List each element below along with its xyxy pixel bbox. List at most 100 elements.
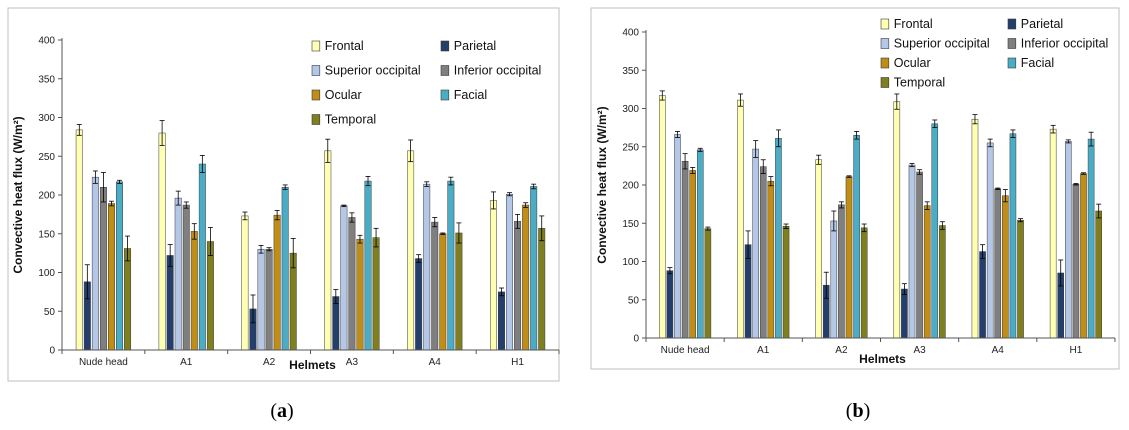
bar-facial-nude-head (116, 181, 123, 351)
bar-temporal-nude-head (704, 228, 712, 339)
x-tick-label: A4 (992, 345, 1005, 356)
bar-inferior-occipital-nude-head (681, 161, 689, 339)
bar-frontal-a1 (737, 99, 744, 339)
bar-inferior-occipital-a2 (838, 204, 845, 339)
bar-facial-a4 (447, 180, 455, 351)
legend-swatch (880, 57, 890, 69)
bar-superior-occipital-a4 (423, 183, 431, 351)
bar-superior-occipital-a2 (830, 220, 838, 339)
x-tick-label: A4 (429, 357, 442, 368)
y-tick-label: 200 (38, 191, 55, 202)
panel-label-letter: a (277, 400, 287, 422)
legend-label: Temporal (894, 76, 945, 90)
bar-inferior-occipital-a3 (916, 171, 923, 339)
legend-swatch (1007, 57, 1017, 69)
bar-ocular-a2 (845, 176, 853, 339)
bar-superior-occipital-a3 (340, 205, 348, 351)
legend-label: Temporal (325, 113, 376, 127)
legend-swatch (880, 77, 890, 88)
legend-swatch (311, 114, 321, 125)
bar-inferior-occipital-h1 (1072, 183, 1080, 339)
bar-frontal-a2 (241, 215, 249, 351)
bar-parietal-nude-head (666, 270, 674, 339)
legend-label: Facial (1021, 56, 1054, 70)
legend-label: Inferior occipital (454, 64, 542, 78)
legend-label: Superior occipital (894, 37, 990, 51)
legend-label: Inferior occipital (1021, 37, 1109, 51)
y-tick-label: 250 (622, 142, 639, 153)
panel-label-open: ( (270, 400, 277, 422)
panel-label-close: ) (287, 400, 294, 422)
bar-ocular-h1 (522, 204, 530, 351)
legend-swatch (311, 65, 321, 76)
legend-swatch (311, 89, 321, 101)
bar-frontal-h1 (1049, 128, 1057, 339)
bar-ocular-a1 (190, 231, 198, 351)
bar-ocular-a1 (767, 180, 775, 339)
legend-swatch (880, 18, 890, 30)
y-tick-label: 150 (38, 229, 55, 240)
x-axis-title: Helmets (289, 358, 336, 372)
panel-label-close: ) (864, 400, 871, 422)
bar-superior-occipital-h1 (1065, 141, 1072, 339)
legend-label: Ocular (894, 56, 931, 70)
bar-ocular-a3 (923, 205, 931, 339)
bar-facial-h1 (530, 186, 538, 351)
y-tick-label: 100 (38, 268, 55, 279)
legend-label: Parietal (454, 39, 496, 53)
x-tick-label: Nude head (661, 345, 710, 356)
panel-label: (a) (270, 400, 293, 422)
bar-superior-occipital-nude-head (91, 176, 99, 351)
bar-temporal-a1 (206, 241, 214, 351)
bar-parietal-a1 (166, 255, 174, 351)
y-tick-label: 100 (622, 257, 639, 268)
bar-temporal-a1 (782, 226, 790, 339)
bar-inferior-occipital-a1 (182, 204, 190, 351)
bar-frontal-a1 (158, 132, 166, 351)
bar-inferior-occipital-a1 (759, 166, 767, 339)
bar-frontal-a3 (893, 101, 901, 339)
legend-label: Frontal (894, 17, 933, 31)
bar-temporal-h1 (1095, 210, 1102, 339)
x-tick-label: H1 (1070, 345, 1083, 356)
y-tick-label: 350 (38, 74, 55, 85)
y-tick-label: 350 (622, 66, 639, 77)
legend-swatch (440, 89, 450, 101)
x-tick-label: A1 (180, 357, 193, 368)
bar-facial-a1 (775, 138, 782, 339)
x-tick-label: Nude head (79, 357, 128, 368)
bar-facial-a3 (931, 123, 939, 339)
bar-superior-occipital-h1 (506, 193, 514, 351)
bar-facial-a3 (364, 180, 372, 351)
bar-facial-a1 (198, 163, 206, 351)
bar-inferior-occipital-a3 (348, 217, 356, 351)
y-tick-label: 200 (622, 181, 639, 192)
y-axis-title: Convective heat flux (W/m²) (11, 116, 25, 273)
bar-inferior-occipital-a2 (265, 249, 273, 351)
bar-frontal-a3 (324, 150, 332, 351)
legend-swatch (880, 38, 890, 49)
x-tick-label: A1 (757, 345, 770, 356)
bar-inferior-occipital-a4 (431, 221, 439, 351)
bar-ocular-h1 (1080, 173, 1087, 339)
legend-label: Frontal (325, 39, 364, 53)
legend-label: Parietal (1021, 17, 1063, 31)
bar-superior-occipital-a3 (908, 164, 916, 339)
y-axis-title: Convective heat flux (W/m²) (595, 106, 609, 263)
bar-parietal-a3 (332, 296, 340, 351)
bar-ocular-nude-head (689, 170, 696, 339)
panel-label-letter: b (852, 400, 863, 422)
legend-label: Superior occipital (325, 64, 421, 78)
bar-superior-occipital-a4 (986, 142, 994, 339)
bar-parietal-h1 (498, 291, 505, 351)
bar-frontal-a4 (971, 118, 979, 339)
y-tick-label: 300 (622, 104, 639, 115)
bar-temporal-a3 (939, 225, 946, 339)
bar-ocular-a4 (439, 233, 447, 351)
bar-temporal-a4 (455, 232, 463, 351)
panel-label: (b) (846, 400, 870, 422)
legend: Frontal Parietal Superior occipital Inferio… (311, 39, 542, 127)
chart-panel-a: 0 50 100 150 200 250 300 350 400 Nude head A1 A2 A3 A… (7, 7, 560, 382)
y-tick-label: 50 (44, 307, 56, 318)
bar-temporal-h1 (538, 228, 546, 351)
